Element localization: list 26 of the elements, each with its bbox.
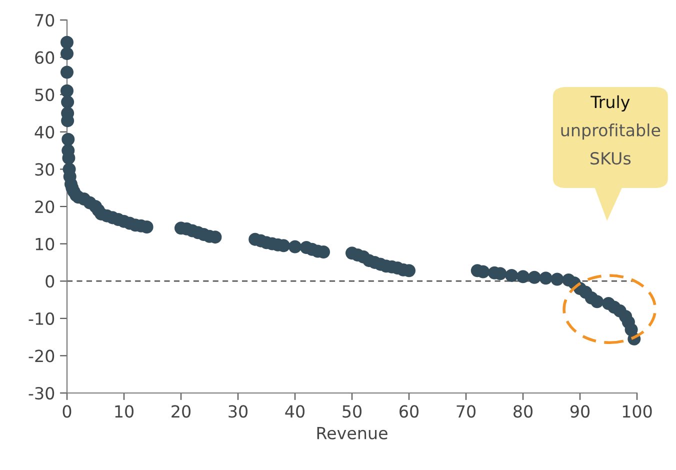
y-tick-label: -10	[28, 312, 54, 325]
y-tick-label: 40	[34, 126, 54, 138]
x-axis-title: Revenue	[317, 427, 388, 440]
y-tick-label: 0	[46, 275, 54, 288]
y-tick-label: 50	[35, 88, 54, 102]
x-tick-label: 30	[228, 405, 248, 418]
y-tick-label: 20	[35, 200, 54, 214]
x-tick-label: 70	[456, 405, 476, 418]
x-tick-label: 50	[342, 405, 362, 418]
y-tick-label: 30	[35, 163, 54, 176]
x-tick-label: 10	[115, 405, 134, 418]
annotation: SKUs	[590, 152, 631, 165]
x-tick-label: 20	[172, 405, 190, 418]
x-tick-label: 40	[285, 405, 304, 418]
x-tick-label: 0	[62, 405, 72, 418]
annotation: Truly	[590, 95, 630, 112]
annotation: unprofitable	[561, 124, 660, 140]
y-tick-label: 70	[35, 14, 54, 27]
x-tick-label: 80	[514, 405, 532, 418]
y-tick-label: 60	[35, 51, 54, 64]
y-tick-label: -20	[28, 350, 54, 362]
x-tick-label: 90	[570, 405, 590, 418]
y-tick-label: -30	[28, 386, 54, 400]
x-tick-label: 60	[400, 405, 418, 418]
y-tick-label: 10	[36, 238, 54, 250]
x-tick-label: 100	[622, 405, 652, 418]
